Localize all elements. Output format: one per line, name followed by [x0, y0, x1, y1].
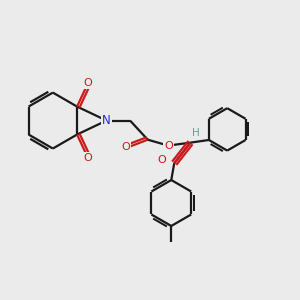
Text: N: N	[102, 114, 111, 127]
Text: H: H	[192, 128, 200, 138]
Text: O: O	[164, 141, 173, 151]
Text: O: O	[121, 142, 130, 152]
Text: O: O	[83, 78, 92, 88]
Text: O: O	[158, 155, 166, 165]
Text: O: O	[83, 153, 92, 163]
